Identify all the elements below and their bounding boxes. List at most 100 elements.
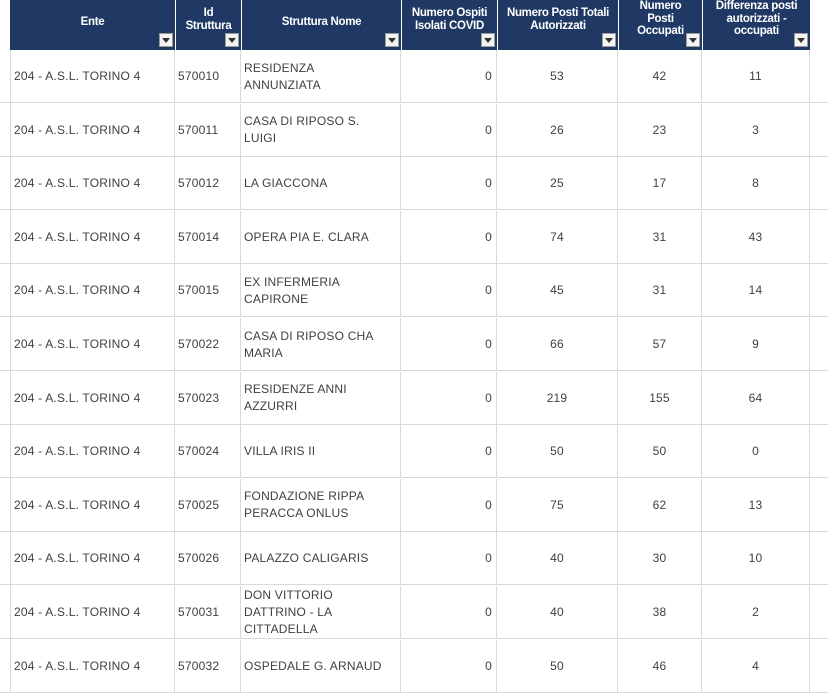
table-row[interactable]: 204 - A.S.L. TORINO 4 570023 RESIDENZE ANN… bbox=[0, 371, 828, 425]
cell-differenza[interactable]: 14 bbox=[702, 264, 810, 318]
cell-posti-occupati[interactable]: 23 bbox=[618, 103, 702, 157]
cell-struttura-nome[interactable]: RESIDENZE ANNI AZZURRI bbox=[241, 371, 401, 425]
cell-posti-occupati[interactable]: 17 bbox=[618, 157, 702, 211]
cell-posti-occupati[interactable]: 50 bbox=[618, 425, 702, 479]
table-row[interactable]: 204 - A.S.L. TORINO 4 570022 CASA DI RIPOS… bbox=[0, 318, 828, 371]
cell-ospiti-isolati[interactable]: 0 bbox=[401, 371, 497, 425]
cell-struttura-nome[interactable]: OSPEDALE G. ARNAUD bbox=[241, 639, 401, 693]
cell-id-struttura[interactable]: 570014 bbox=[175, 210, 241, 264]
cell-differenza[interactable]: 10 bbox=[702, 532, 810, 586]
cell-posti-totali[interactable]: 40 bbox=[497, 586, 618, 639]
cell-id-struttura[interactable]: 570023 bbox=[175, 371, 241, 425]
cell-id-struttura[interactable]: 570012 bbox=[175, 157, 241, 211]
cell-posti-totali[interactable]: 50 bbox=[497, 425, 618, 479]
cell-id-struttura[interactable]: 570015 bbox=[175, 264, 241, 318]
cell-posti-totali[interactable]: 26 bbox=[497, 103, 618, 157]
cell-ospiti-isolati[interactable]: 0 bbox=[401, 50, 497, 103]
cell-posti-totali[interactable]: 25 bbox=[497, 157, 618, 211]
cell-differenza[interactable]: 13 bbox=[702, 478, 810, 532]
cell-ospiti-isolati[interactable]: 0 bbox=[401, 157, 497, 211]
cell-ospiti-isolati[interactable]: 0 bbox=[401, 586, 497, 639]
table-row[interactable]: 204 - A.S.L. TORINO 4 570011 CASA DI RIPOS… bbox=[0, 103, 828, 157]
cell-struttura-nome[interactable]: DON VITTORIO DATTRINO - LA CITTADELLA bbox=[241, 586, 401, 639]
cell-ente[interactable]: 204 - A.S.L. TORINO 4 bbox=[10, 318, 175, 371]
cell-ospiti-isolati[interactable]: 0 bbox=[401, 103, 497, 157]
filter-dropdown-icon[interactable] bbox=[159, 33, 173, 47]
cell-posti-occupati[interactable]: 31 bbox=[618, 210, 702, 264]
cell-posti-occupati[interactable]: 31 bbox=[618, 264, 702, 318]
cell-posti-occupati[interactable]: 57 bbox=[618, 318, 702, 371]
cell-ente[interactable]: 204 - A.S.L. TORINO 4 bbox=[10, 103, 175, 157]
filter-dropdown-icon[interactable] bbox=[686, 33, 700, 47]
cell-struttura-nome[interactable]: FONDAZIONE RIPPA PERACCA ONLUS bbox=[241, 478, 401, 532]
cell-posti-occupati[interactable]: 155 bbox=[618, 371, 702, 425]
cell-struttura-nome[interactable]: CASA DI RIPOSO CHA MARIA bbox=[241, 318, 401, 371]
cell-ospiti-isolati[interactable]: 0 bbox=[401, 264, 497, 318]
cell-id-struttura[interactable]: 570024 bbox=[175, 425, 241, 479]
cell-posti-occupati[interactable]: 42 bbox=[618, 50, 702, 103]
cell-ospiti-isolati[interactable]: 0 bbox=[401, 210, 497, 264]
cell-posti-occupati[interactable]: 30 bbox=[618, 532, 702, 586]
cell-id-struttura[interactable]: 570031 bbox=[175, 586, 241, 639]
cell-ente[interactable]: 204 - A.S.L. TORINO 4 bbox=[10, 264, 175, 318]
cell-differenza[interactable]: 43 bbox=[702, 210, 810, 264]
cell-id-struttura[interactable]: 570026 bbox=[175, 532, 241, 586]
cell-id-struttura[interactable]: 570032 bbox=[175, 639, 241, 693]
filter-dropdown-icon[interactable] bbox=[225, 33, 239, 47]
cell-posti-occupati[interactable]: 62 bbox=[618, 478, 702, 532]
cell-ospiti-isolati[interactable]: 0 bbox=[401, 532, 497, 586]
cell-ente[interactable]: 204 - A.S.L. TORINO 4 bbox=[10, 50, 175, 103]
cell-struttura-nome[interactable]: LA GIACCONA bbox=[241, 157, 401, 211]
cell-differenza[interactable]: 0 bbox=[702, 425, 810, 479]
cell-struttura-nome[interactable]: OPERA PIA E. CLARA bbox=[241, 210, 401, 264]
cell-differenza[interactable]: 64 bbox=[702, 371, 810, 425]
cell-posti-totali[interactable]: 40 bbox=[497, 532, 618, 586]
cell-id-struttura[interactable]: 570022 bbox=[175, 318, 241, 371]
filter-dropdown-icon[interactable] bbox=[794, 33, 808, 47]
table-row[interactable]: 204 - A.S.L. TORINO 4 570032 OSPEDALE G. A… bbox=[0, 639, 828, 693]
cell-id-struttura[interactable]: 570025 bbox=[175, 478, 241, 532]
cell-ente[interactable]: 204 - A.S.L. TORINO 4 bbox=[10, 210, 175, 264]
cell-id-struttura[interactable]: 570010 bbox=[175, 50, 241, 103]
cell-struttura-nome[interactable]: PALAZZO CALIGARIS bbox=[241, 532, 401, 586]
cell-posti-totali[interactable]: 50 bbox=[497, 639, 618, 693]
cell-id-struttura[interactable]: 570011 bbox=[175, 103, 241, 157]
cell-ente[interactable]: 204 - A.S.L. TORINO 4 bbox=[10, 478, 175, 532]
cell-differenza[interactable]: 2 bbox=[702, 586, 810, 639]
cell-struttura-nome[interactable]: CASA DI RIPOSO S. LUIGI bbox=[241, 103, 401, 157]
cell-struttura-nome[interactable]: VILLA IRIS II bbox=[241, 425, 401, 479]
cell-struttura-nome[interactable]: EX INFERMERIA CAPIRONE bbox=[241, 264, 401, 318]
table-row[interactable]: 204 - A.S.L. TORINO 4 570024 VILLA IRIS II… bbox=[0, 425, 828, 479]
table-row[interactable]: 204 - A.S.L. TORINO 4 570010 RESIDENZA ANN… bbox=[0, 50, 828, 103]
filter-dropdown-icon[interactable] bbox=[385, 33, 399, 47]
cell-posti-occupati[interactable]: 38 bbox=[618, 586, 702, 639]
cell-posti-totali[interactable]: 74 bbox=[497, 210, 618, 264]
cell-differenza[interactable]: 4 bbox=[702, 639, 810, 693]
cell-differenza[interactable]: 3 bbox=[702, 103, 810, 157]
cell-ospiti-isolati[interactable]: 0 bbox=[401, 425, 497, 479]
cell-ospiti-isolati[interactable]: 0 bbox=[401, 478, 497, 532]
cell-posti-totali[interactable]: 66 bbox=[497, 318, 618, 371]
cell-posti-totali[interactable]: 53 bbox=[497, 50, 618, 103]
cell-ente[interactable]: 204 - A.S.L. TORINO 4 bbox=[10, 639, 175, 693]
cell-ente[interactable]: 204 - A.S.L. TORINO 4 bbox=[10, 371, 175, 425]
cell-posti-totali[interactable]: 75 bbox=[497, 478, 618, 532]
table-row[interactable]: 204 - A.S.L. TORINO 4 570012 LA GIACCONA 0 2… bbox=[0, 157, 828, 211]
cell-posti-occupati[interactable]: 46 bbox=[618, 639, 702, 693]
table-row[interactable]: 204 - A.S.L. TORINO 4 570026 PALAZZO CALIG… bbox=[0, 532, 828, 586]
cell-posti-totali[interactable]: 45 bbox=[497, 264, 618, 318]
cell-posti-totali[interactable]: 219 bbox=[497, 371, 618, 425]
table-row[interactable]: 204 - A.S.L. TORINO 4 570015 EX INFERMERIA… bbox=[0, 264, 828, 318]
cell-struttura-nome[interactable]: RESIDENZA ANNUNZIATA bbox=[241, 50, 401, 103]
cell-ente[interactable]: 204 - A.S.L. TORINO 4 bbox=[10, 532, 175, 586]
cell-ente[interactable]: 204 - A.S.L. TORINO 4 bbox=[10, 425, 175, 479]
cell-ospiti-isolati[interactable]: 0 bbox=[401, 318, 497, 371]
table-row[interactable]: 204 - A.S.L. TORINO 4 570014 OPERA PIA E. … bbox=[0, 210, 828, 264]
table-row[interactable]: 204 - A.S.L. TORINO 4 570031 DON VITTORIO … bbox=[0, 586, 828, 639]
table-row[interactable]: 204 - A.S.L. TORINO 4 570025 FONDAZIONE RI… bbox=[0, 478, 828, 532]
cell-differenza[interactable]: 8 bbox=[702, 157, 810, 211]
cell-ospiti-isolati[interactable]: 0 bbox=[401, 639, 497, 693]
filter-dropdown-icon[interactable] bbox=[602, 33, 616, 47]
cell-ente[interactable]: 204 - A.S.L. TORINO 4 bbox=[10, 157, 175, 211]
filter-dropdown-icon[interactable] bbox=[481, 33, 495, 47]
